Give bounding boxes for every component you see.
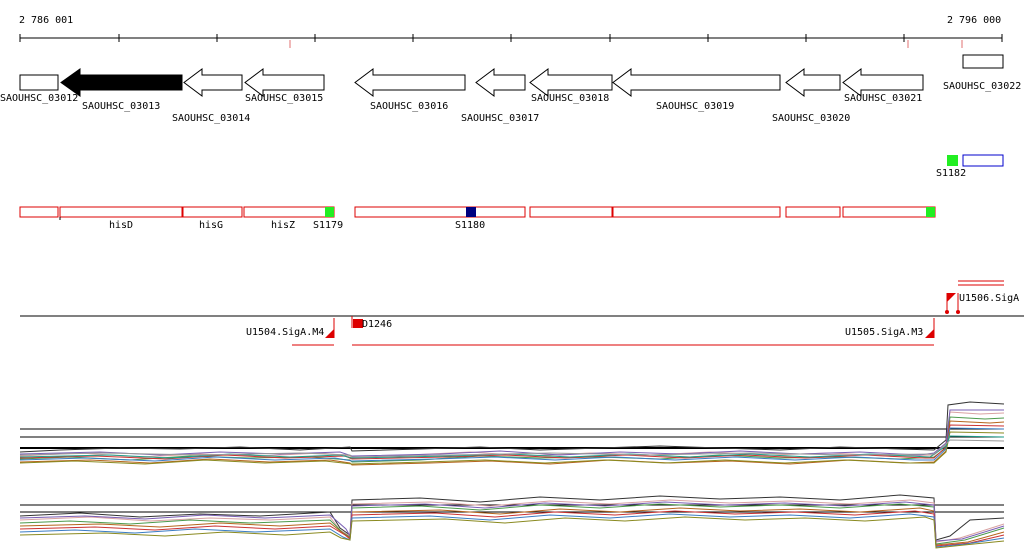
operon-labels: hisD hisG hisZ S1179 S1180	[59, 217, 485, 231]
gene-label: SAOUHSC_03012	[0, 93, 78, 104]
gene-arrow-03022[interactable]	[962, 54, 1004, 69]
operon-segment-hisD[interactable]	[59, 206, 183, 218]
operon-segment[interactable]	[354, 206, 526, 218]
gene-label: SAOUHSC_03018	[531, 93, 609, 104]
expression-track-2	[19, 494, 1005, 549]
operon-track	[19, 206, 936, 218]
gene-arrow-03017[interactable]	[475, 68, 526, 97]
gene-arrow-03016[interactable]	[354, 68, 466, 97]
gene-arrow-03012[interactable]	[19, 74, 59, 91]
ruler-end-label: 2 796 000	[947, 15, 1001, 26]
gene-arrow-03018[interactable]	[529, 68, 613, 97]
operon-sites	[325, 207, 935, 217]
operon-label-hisZ: hisZ	[271, 220, 295, 231]
operon-segment[interactable]	[529, 206, 613, 218]
operon-segment-hisG[interactable]	[182, 206, 243, 218]
operon-segment[interactable]	[785, 206, 841, 218]
gene-arrow-03014[interactable]	[183, 68, 243, 97]
promoter-u1505[interactable]: U1505.SigA.M3	[352, 318, 935, 346]
operon-segment[interactable]	[612, 206, 781, 218]
gene-track	[19, 54, 1004, 97]
gene-label: SAOUHSC_03022	[943, 81, 1021, 92]
ruler-ticks	[19, 34, 1003, 42]
gene-arrow-03021[interactable]	[842, 68, 924, 97]
promoter-u1504[interactable]: U1504.SigA.M4	[246, 318, 335, 346]
site-label: S1179	[313, 220, 343, 231]
operon-segment-hisZ[interactable]	[243, 206, 335, 218]
site-label: S1182	[936, 168, 966, 179]
operon-segment[interactable]	[842, 206, 936, 218]
promoter-label: U1504.SigA.M4	[246, 327, 324, 338]
ruler-marks-pink	[289, 40, 963, 48]
promoter-cluster-right[interactable]: U1506.SigA	[945, 280, 1019, 314]
gene-label: SAOUHSC_03016	[370, 101, 448, 112]
operon-label-hisG: hisG	[199, 220, 223, 231]
gene-arrow-03019[interactable]	[612, 68, 781, 97]
site-label: S1180	[455, 220, 485, 231]
site-s1180-marker[interactable]	[466, 207, 476, 217]
gene-label: SAOUHSC_03014	[172, 113, 250, 124]
ruler-start-label: 2 786 001	[19, 15, 73, 26]
gene-label: SAOUHSC_03019	[656, 101, 734, 112]
promoter-label: U1506.SigA	[959, 293, 1019, 304]
terminator-d1246[interactable]: D1246	[351, 316, 392, 330]
terminator-label: D1246	[362, 319, 392, 330]
gene-arrow-03020[interactable]	[785, 68, 841, 97]
site-s1179-marker[interactable]	[325, 207, 334, 217]
gene-arrow-03015[interactable]	[244, 68, 325, 97]
site-marker-green[interactable]	[926, 207, 935, 217]
gene-arrow-03013[interactable]	[60, 68, 183, 97]
gene-label: SAOUHSC_03017	[461, 113, 539, 124]
promoter-label: U1505.SigA.M3	[845, 327, 923, 338]
operon-segment[interactable]	[19, 206, 59, 218]
gene-label: SAOUHSC_03020	[772, 113, 850, 124]
gene-label: SAOUHSC_03015	[245, 93, 323, 104]
gene-labels: SAOUHSC_03012 SAOUHSC_03013 SAOUHSC_0301…	[0, 81, 1021, 124]
gene-label: SAOUHSC_03013	[82, 101, 160, 112]
transcript-track: U1504.SigA.M4 D1246 U1505.SigA.M3 U1506.…	[20, 280, 1024, 346]
expression-track-1	[19, 401, 1005, 466]
site-s1182[interactable]: S1182	[936, 154, 1004, 179]
position-ruler: 2 786 001 2 796 000	[19, 15, 1003, 48]
gene-label: SAOUHSC_03021	[844, 93, 922, 104]
operon-label-hisD: hisD	[109, 220, 133, 231]
